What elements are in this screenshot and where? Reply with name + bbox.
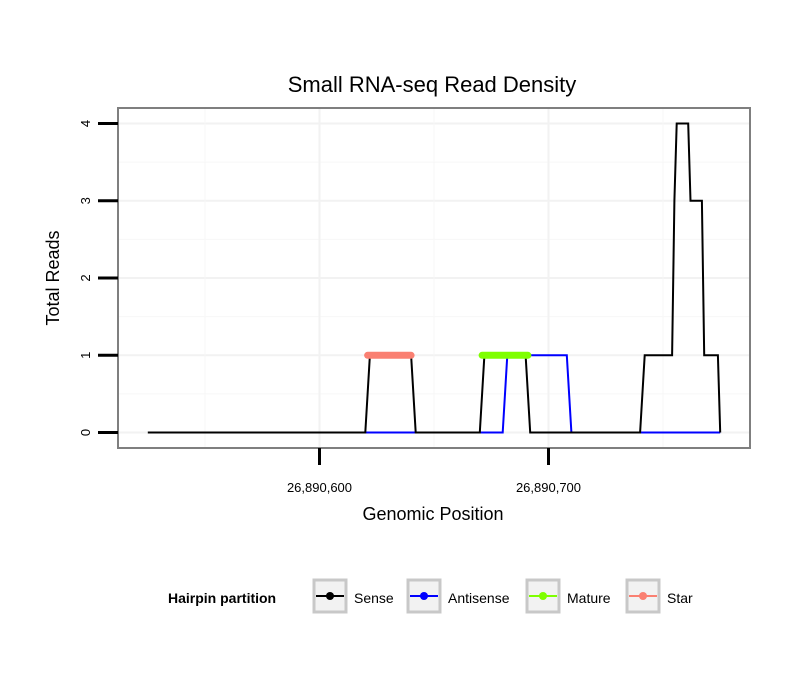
y-tick-label: 2 bbox=[78, 274, 93, 281]
x-axis: 26,890,600 26,890,700 bbox=[287, 448, 581, 495]
legend-point-antisense bbox=[420, 592, 428, 600]
legend-point-star bbox=[639, 592, 647, 600]
legend-title: Hairpin partition bbox=[168, 590, 276, 606]
legend: Hairpin partition Sense Antisense Mature St… bbox=[168, 578, 693, 614]
y-tick-label: 4 bbox=[78, 120, 93, 127]
y-axis: 0 1 2 3 4 bbox=[78, 120, 118, 436]
y-tick-label: 3 bbox=[78, 197, 93, 204]
legend-item-star: Star bbox=[625, 578, 693, 614]
y-axis-title: Total Reads bbox=[43, 230, 63, 325]
y-tick-label: 1 bbox=[78, 352, 93, 359]
legend-label-star: Star bbox=[667, 590, 693, 606]
legend-point-mature bbox=[539, 592, 547, 600]
x-axis-title: Genomic Position bbox=[362, 504, 503, 524]
series-layer bbox=[147, 122, 722, 434]
grid-lines bbox=[118, 108, 750, 448]
chart-title: Small RNA-seq Read Density bbox=[288, 72, 577, 97]
x-tick-label: 26,890,700 bbox=[516, 480, 581, 495]
y-tick-label: 0 bbox=[78, 429, 93, 436]
legend-item-mature: Mature bbox=[525, 578, 611, 614]
series-sense-line bbox=[147, 122, 722, 434]
legend-item-antisense: Antisense bbox=[406, 578, 510, 614]
x-tick-label: 26,890,600 bbox=[287, 480, 352, 495]
legend-label-mature: Mature bbox=[567, 590, 611, 606]
legend-label-sense: Sense bbox=[354, 590, 394, 606]
legend-key-mature bbox=[525, 578, 561, 614]
legend-label-antisense: Antisense bbox=[448, 590, 510, 606]
legend-point-sense bbox=[326, 592, 334, 600]
legend-item-sense: Sense bbox=[312, 578, 394, 614]
